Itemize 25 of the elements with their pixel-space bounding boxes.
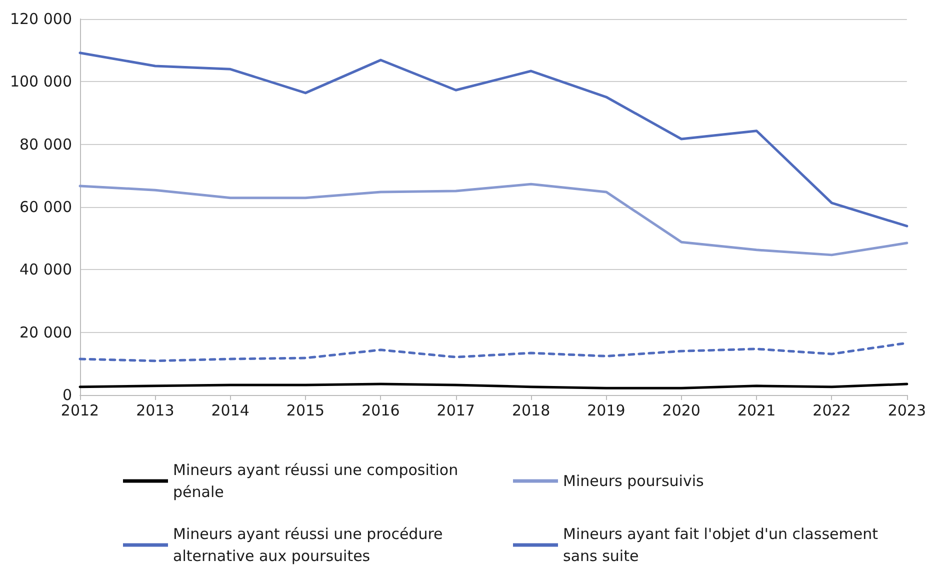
y-tick-label: 120 000 bbox=[10, 10, 72, 28]
y-tick-label: 20 000 bbox=[20, 323, 72, 342]
legend-label: Mineurs ayant réussi une composition pénale bbox=[173, 461, 463, 501]
x-tick-label: 2015 bbox=[286, 402, 325, 420]
legend-label: Mineurs ayant fait l'objet d'un classement sans suite bbox=[563, 525, 883, 565]
line-series bbox=[78, 52, 908, 228]
y-tick-label: 100 000 bbox=[10, 72, 72, 91]
y-tick-label: 80 000 bbox=[20, 135, 72, 154]
x-tick-label: 2022 bbox=[812, 402, 851, 420]
x-tick-label: 2018 bbox=[512, 402, 550, 420]
y-tick-label: 60 000 bbox=[20, 198, 72, 216]
x-tick-label: 2013 bbox=[136, 402, 174, 420]
x-tick-label: 2017 bbox=[436, 402, 475, 420]
legend-label: Mineurs ayant réussi une procédure alternative aux poursuites bbox=[173, 525, 448, 565]
x-tick-label: 2019 bbox=[587, 402, 626, 420]
legend-label: Mineurs poursuivis bbox=[563, 472, 704, 490]
line-series bbox=[78, 182, 908, 256]
x-tick-label: 2014 bbox=[211, 402, 250, 420]
y-tick-label: 40 000 bbox=[20, 260, 72, 279]
x-tick-label: 2016 bbox=[362, 402, 400, 420]
x-tick-label: 2012 bbox=[60, 402, 100, 420]
y-tick-label: 0 bbox=[62, 386, 72, 404]
x-tick-label: 2023 bbox=[888, 402, 926, 420]
x-tick-label: 2021 bbox=[737, 402, 776, 420]
x-tick-label: 2020 bbox=[662, 402, 700, 420]
